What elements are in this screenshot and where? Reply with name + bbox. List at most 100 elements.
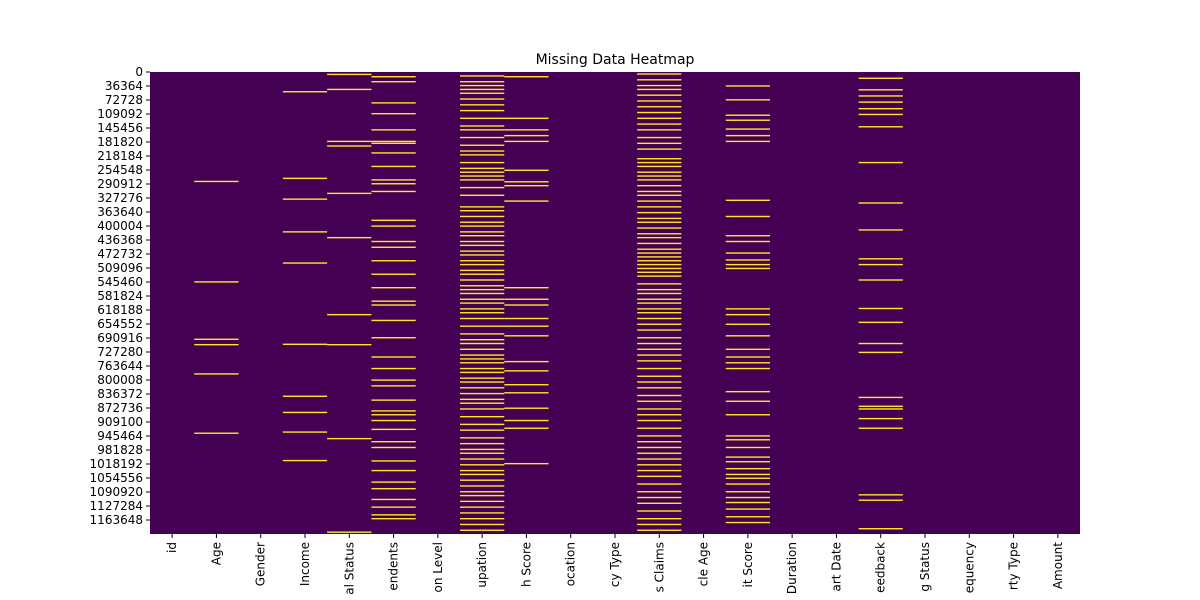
missing-cell xyxy=(637,165,682,168)
x-tick-label: h Score xyxy=(519,542,533,587)
missing-cell xyxy=(371,142,416,145)
missing-cell xyxy=(725,362,770,364)
missing-cell xyxy=(371,76,416,78)
missing-cell xyxy=(725,491,770,493)
missing-cell xyxy=(460,285,505,287)
missing-cell xyxy=(460,348,505,350)
missing-cell xyxy=(460,88,505,91)
missing-cell xyxy=(460,109,505,112)
missing-cell xyxy=(460,367,505,370)
y-tick-label: 436368 xyxy=(97,233,143,247)
missing-cell xyxy=(637,206,682,208)
y-tick-label: 545460 xyxy=(97,275,143,289)
missing-cell xyxy=(371,102,416,104)
missing-cell xyxy=(637,194,682,196)
x-tick-label: rty Type xyxy=(1007,542,1021,590)
missing-cell xyxy=(725,356,770,358)
x-tick-label: endents xyxy=(387,542,401,591)
missing-cell xyxy=(637,446,682,449)
x-tick-label: eedback xyxy=(874,542,888,593)
missing-cell xyxy=(725,367,770,370)
missing-cell xyxy=(460,235,505,237)
missing-cell xyxy=(637,260,682,262)
missing-cell xyxy=(637,217,682,220)
missing-cell xyxy=(460,358,505,360)
missing-cell xyxy=(725,259,770,261)
missing-cell xyxy=(858,494,903,496)
missing-cell xyxy=(637,323,682,325)
missing-cell xyxy=(504,317,549,320)
y-tick-label: 836372 xyxy=(97,387,143,401)
missing-cell xyxy=(460,150,505,152)
plot-area xyxy=(150,72,1080,534)
y-tick-label: 400004 xyxy=(97,219,143,233)
y-tick-label: 290912 xyxy=(97,177,143,191)
x-tick-label: Duration xyxy=(785,542,799,594)
missing-cell xyxy=(725,439,770,441)
missing-cell xyxy=(725,467,770,470)
missing-cell xyxy=(858,113,903,116)
missing-cell xyxy=(725,521,770,524)
missing-cell xyxy=(282,231,328,233)
missing-cell xyxy=(504,140,549,143)
missing-cell xyxy=(858,77,903,79)
missing-cell xyxy=(637,256,682,258)
missing-cell xyxy=(725,477,770,479)
missing-cell xyxy=(858,307,903,310)
missing-cell xyxy=(725,335,770,337)
missing-cell xyxy=(637,414,682,416)
missing-cell xyxy=(371,219,416,222)
missing-cell xyxy=(460,125,505,127)
missing-cell xyxy=(371,287,416,289)
missing-cell xyxy=(282,431,328,433)
missing-cell xyxy=(460,215,505,218)
missing-cell xyxy=(460,129,505,131)
missing-cell xyxy=(460,429,505,431)
missing-cell xyxy=(858,161,903,164)
missing-cell xyxy=(504,287,549,289)
y-tick-label: 727280 xyxy=(97,345,143,359)
missing-cell xyxy=(460,442,505,445)
missing-cell xyxy=(504,325,549,327)
missing-cell xyxy=(725,267,770,270)
missing-cell xyxy=(858,263,903,266)
missing-cell xyxy=(504,134,549,137)
missing-cell xyxy=(460,179,505,181)
missing-cell xyxy=(504,407,549,409)
missing-cell xyxy=(637,117,682,119)
missing-cell xyxy=(858,427,903,429)
missing-cell xyxy=(460,402,505,404)
missing-cell xyxy=(637,529,682,531)
y-tick-label: 1127284 xyxy=(90,499,143,513)
missing-cell xyxy=(371,428,416,431)
missing-cell xyxy=(371,460,416,462)
y-tick-label: 1090920 xyxy=(90,485,143,499)
x-tick-label: ocation xyxy=(564,542,578,586)
missing-cell xyxy=(504,370,549,372)
missing-cell xyxy=(371,356,416,358)
missing-cell xyxy=(371,152,416,154)
missing-cell xyxy=(371,379,416,381)
missing-cell xyxy=(637,292,682,295)
x-tick-label: cy Type xyxy=(608,542,622,587)
y-tick-label: 690916 xyxy=(97,331,143,345)
missing-cell xyxy=(637,111,682,114)
missing-cell xyxy=(460,354,505,356)
missing-cell xyxy=(637,435,682,437)
missing-cell xyxy=(725,400,770,402)
missing-cell xyxy=(637,158,682,160)
y-tick-label: 509096 xyxy=(97,261,143,275)
missing-cell xyxy=(637,317,682,320)
missing-cell xyxy=(327,236,372,239)
missing-cell xyxy=(725,263,770,266)
missing-cell xyxy=(327,343,372,346)
missing-cell xyxy=(637,106,682,108)
missing-cell xyxy=(637,298,682,300)
missing-cell xyxy=(858,279,903,281)
missing-cell xyxy=(858,408,903,410)
missing-cell xyxy=(504,427,549,429)
missing-cell xyxy=(725,446,770,449)
missing-cell xyxy=(371,246,416,248)
missing-cell xyxy=(327,88,372,91)
missing-cell xyxy=(637,367,682,370)
